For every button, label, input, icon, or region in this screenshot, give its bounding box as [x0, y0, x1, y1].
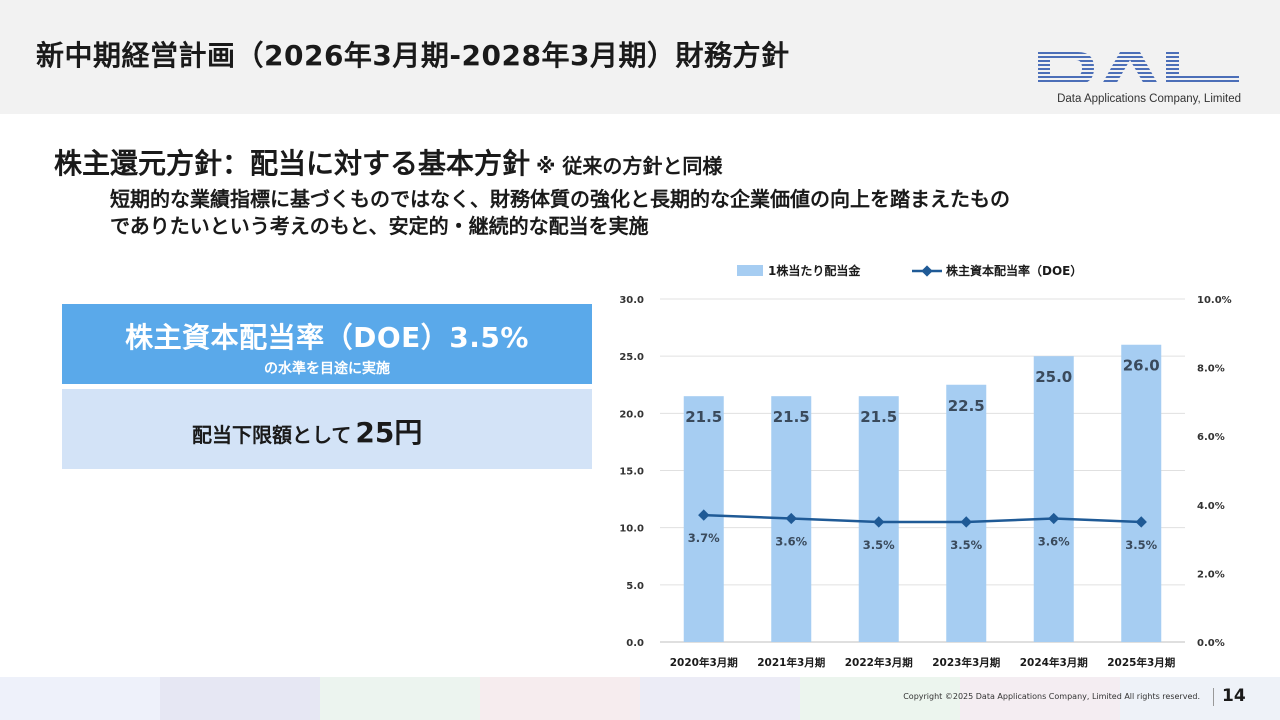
logo-company-name: Data Applications Company, Limited: [1057, 93, 1241, 105]
y-left-tick-label: 5.0: [626, 581, 644, 592]
copyright-text: Copyright ©2025 Data Applications Compan…: [903, 692, 1200, 701]
dal-logo: [1038, 52, 1239, 84]
y-left-tick-label: 0.0: [626, 638, 644, 649]
doe-point: [1135, 516, 1147, 528]
doe-point: [698, 509, 710, 521]
doe-target-title: 株主資本配当率（DOE）3.5%: [125, 321, 529, 354]
footer-band-segment: [0, 677, 160, 720]
doe-point-label: 3.5%: [863, 538, 895, 552]
y-left-tick-label: 10.0: [619, 524, 644, 535]
y-right-tick-label: 6.0%: [1197, 432, 1225, 443]
footer-band-segment: [800, 677, 960, 720]
legend-bar-swatch: [737, 265, 763, 276]
y-right-tick-label: 8.0%: [1197, 364, 1225, 375]
doe-point-label: 3.5%: [950, 538, 982, 552]
dividend-chart: 1株当たり配当金 株主資本配当率（DOE） 0.0 5.0 10.0 15.0 20.0 25…: [619, 263, 1232, 669]
doe-point: [1048, 512, 1060, 525]
dividend-floor-box: 配当下限額として 25円: [62, 389, 592, 469]
y-right-tick-label: 10.0%: [1197, 295, 1232, 306]
dividend-bar-label: 25.0: [1035, 368, 1072, 386]
doe-point-label: 3.6%: [1038, 535, 1070, 549]
dividend-bar: [1033, 356, 1074, 642]
doe-point-label: 3.5%: [1125, 538, 1157, 552]
doe-target-box: 株主資本配当率（DOE）3.5% の水準を目途に実施: [62, 304, 592, 384]
page-title: 新中期経営計画（2026年3月期-2028年3月期）財務方針: [36, 39, 790, 72]
footer-band-segment: [320, 677, 480, 720]
y-right-tick-label: 4.0%: [1197, 501, 1225, 512]
y-right-tick-label: 0.0%: [1197, 638, 1225, 649]
x-category-label: 2025年3月期: [1107, 656, 1175, 669]
dividend-bar-label: 21.5: [773, 408, 810, 426]
footer-band-segment: [160, 677, 320, 720]
page-number: 14: [1222, 686, 1246, 706]
x-category-label: 2023年3月期: [932, 656, 1000, 669]
section-note: ※ 従来の方針と同様: [536, 154, 723, 178]
doe-target-subtitle: の水準を目途に実施: [264, 361, 390, 377]
dividend-floor-amount: 25円: [355, 416, 423, 449]
dividend-floor-text: 配当下限額として 25円: [192, 411, 422, 451]
dividend-bar-label: 21.5: [685, 408, 722, 426]
section-heading-text: 株主還元方針：配当に対する基本方針: [54, 147, 531, 180]
legend-bar-label: 1株当たり配当金: [768, 263, 861, 278]
y-left-tick-label: 20.0: [619, 409, 644, 420]
description-line-1: 短期的な業績指標に基づくものではなく、財務体質の強化と長期的な企業価値の向上を踏…: [110, 187, 1010, 211]
doe-point: [785, 512, 797, 525]
x-category-label: 2021年3月期: [757, 656, 825, 669]
dividend-floor-label: 配当下限額として: [192, 423, 352, 447]
policy-description: 短期的な業績指標に基づくものではなく、財務体質の強化と長期的な企業価値の向上を踏…: [110, 186, 1220, 240]
dividend-bar-label: 21.5: [860, 408, 897, 426]
doe-point: [873, 516, 885, 528]
footer-band-segment: [1120, 677, 1280, 720]
x-category-label: 2020年3月期: [670, 656, 738, 669]
legend-line-marker: [921, 265, 933, 277]
footer-band: [0, 677, 1280, 720]
doe-point: [960, 516, 972, 528]
dividend-bar: [1121, 344, 1162, 642]
y-left-tick-label: 15.0: [619, 467, 644, 478]
y-left-tick-label: 25.0: [619, 352, 644, 363]
footer-band-segment: [640, 677, 800, 720]
doe-line: [703, 513, 1142, 524]
x-category-label: 2024年3月期: [1020, 656, 1088, 669]
legend-line-label: 株主資本配当率（DOE）: [946, 263, 1082, 278]
doe-point-label: 3.6%: [775, 535, 807, 549]
footer-separator: [1213, 688, 1214, 706]
y-right-tick-label: 2.0%: [1197, 569, 1225, 580]
doe-point-label: 3.7%: [688, 531, 720, 545]
section-heading: 株主還元方針：配当に対する基本方針 ※ 従来の方針と同様: [54, 142, 722, 182]
footer-band-segment: [480, 677, 640, 720]
dividend-bar-label: 26.0: [1123, 357, 1160, 375]
y-left-tick-label: 30.0: [619, 295, 644, 306]
dividend-bar-label: 22.5: [948, 397, 985, 415]
dividend-bar: [946, 384, 987, 642]
x-category-label: 2022年3月期: [845, 656, 913, 669]
description-line-2: でありたいという考えのもと、安定的・継続的な配当を実施: [110, 214, 649, 238]
footer-band-segment: [960, 677, 1120, 720]
